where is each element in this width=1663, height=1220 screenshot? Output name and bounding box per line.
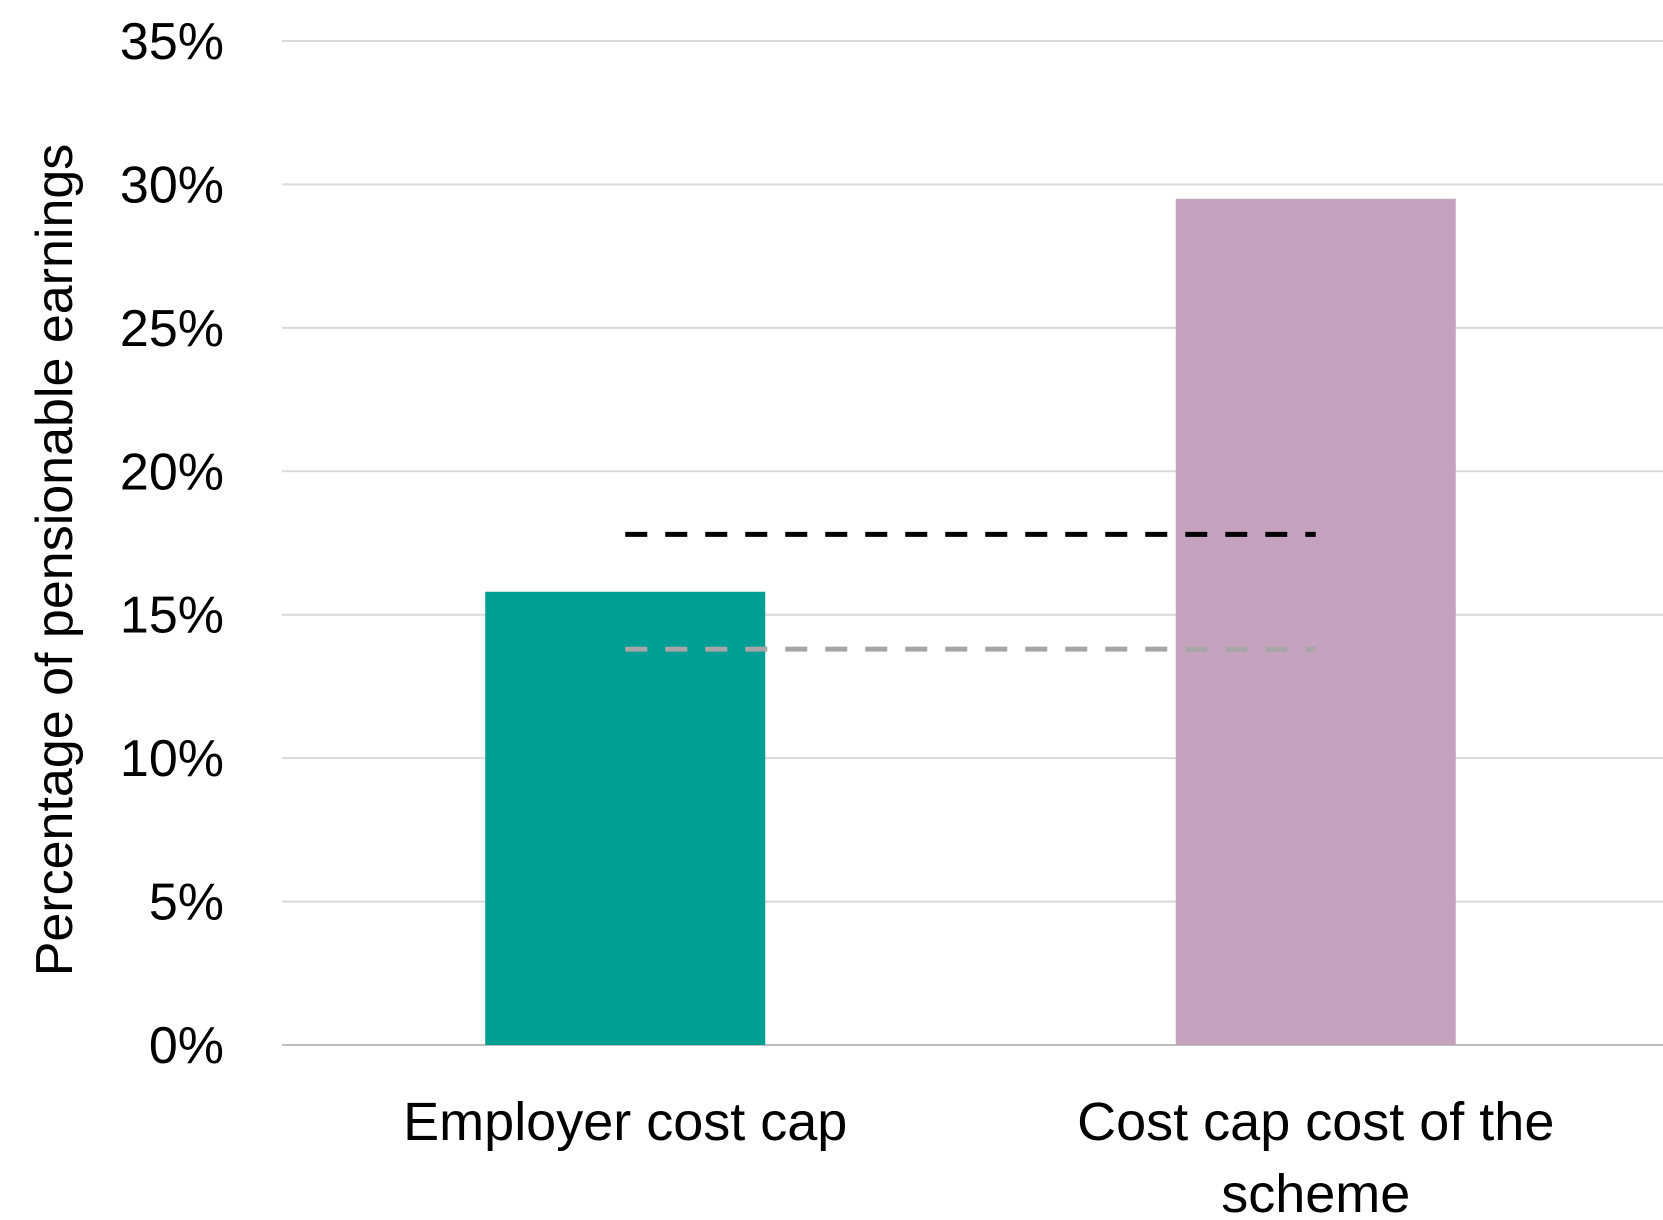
y-tick-label: 25% xyxy=(120,300,224,358)
y-tick-label: 35% xyxy=(120,13,224,71)
y-tick-label: 30% xyxy=(120,156,224,214)
y-tick-label: 5% xyxy=(149,874,224,932)
x-category-label: Employer cost cap xyxy=(403,1092,847,1152)
x-category-label: scheme xyxy=(1221,1164,1410,1220)
y-tick-label: 10% xyxy=(120,730,224,788)
bar-1 xyxy=(485,592,765,1045)
bar-2 xyxy=(1176,199,1456,1045)
x-category-labels: Employer cost cap Cost cap cost of the sch… xyxy=(403,1092,1554,1220)
y-tick-label: 20% xyxy=(120,443,224,501)
bars xyxy=(485,199,1456,1045)
y-tick-labels: 0% 5% 10% 15% 20% 25% 30% 35% xyxy=(120,13,224,1075)
x-category-label: Cost cap cost of the xyxy=(1077,1092,1554,1152)
y-tick-label: 15% xyxy=(120,587,224,645)
y-axis-label: Percentage of pensionable earnings xyxy=(26,144,84,977)
y-tick-label: 0% xyxy=(149,1017,224,1075)
